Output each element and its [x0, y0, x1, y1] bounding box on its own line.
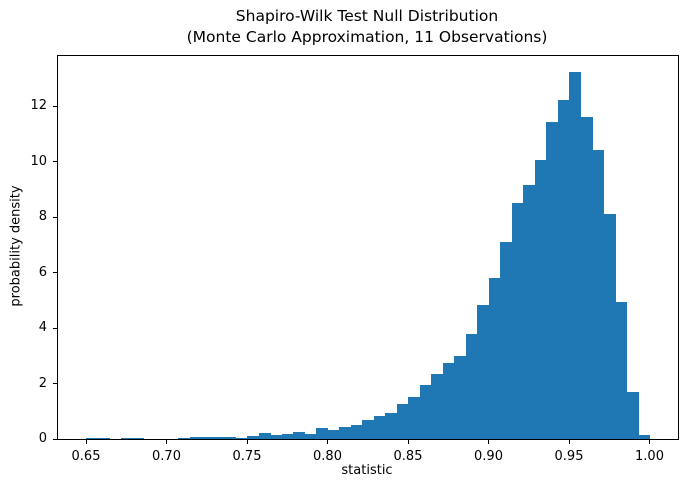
y-axis-label: probability density	[8, 185, 24, 307]
plot-area: 0.65 0.70 0.75 0.80 0.85 0.90 0.95 1.00 0 2 4 6 8 10…	[30, 55, 679, 464]
histogram-bar	[132, 437, 144, 439]
histogram-bar	[97, 437, 110, 439]
y-tick-label: 4	[38, 320, 47, 336]
histogram-bar	[603, 214, 616, 439]
x-tick-mark	[649, 440, 650, 444]
histogram-bar	[442, 363, 455, 439]
histogram-bar	[408, 396, 420, 439]
x-tick-mark	[327, 440, 328, 444]
x-tick-label: 0.65	[71, 449, 101, 464]
histogram-bar	[270, 435, 282, 439]
histogram-bar	[419, 385, 432, 439]
histogram-bar	[224, 437, 236, 439]
y-tick-label: 12	[30, 98, 47, 114]
y-tick-mark	[53, 272, 57, 274]
histogram-bar	[385, 412, 397, 439]
histogram-bar	[293, 432, 305, 439]
histogram-bar	[431, 373, 443, 439]
y-tick-label: 2	[38, 375, 47, 391]
x-tick-mark	[488, 440, 489, 444]
chart-title: Shapiro-Wilk Test Null Distribution (Mon…	[186, 7, 548, 46]
y-tick-mark	[53, 438, 57, 440]
x-tick-mark	[246, 440, 248, 444]
y-tick-mark	[53, 216, 57, 218]
histogram-bar	[396, 404, 409, 439]
histogram-bar	[626, 391, 639, 439]
histogram-bar	[327, 429, 340, 439]
y-tick-label: 6	[38, 264, 47, 280]
histogram-bar	[511, 202, 524, 439]
histogram-bar	[189, 437, 202, 439]
histogram-bar	[247, 436, 259, 439]
histogram-bar	[488, 277, 501, 439]
histogram-bar	[235, 438, 248, 439]
histogram-bar	[500, 242, 512, 439]
histogram-bar	[212, 436, 225, 439]
histogram-bar	[281, 433, 294, 439]
histogram-bar	[580, 116, 593, 439]
histogram-bar	[569, 71, 581, 439]
x-tick-mark	[407, 440, 409, 444]
x-tick-label: 0.80	[313, 449, 342, 464]
histogram-bar	[316, 427, 328, 439]
histogram-bar	[638, 434, 650, 439]
x-tick-label: 1.00	[635, 449, 664, 464]
y-tick-mark	[53, 161, 57, 163]
histogram-bar	[592, 150, 604, 439]
x-tick-label: 0.75	[232, 449, 262, 464]
histogram-bar	[454, 356, 466, 439]
histogram-bar	[350, 425, 363, 439]
y-tick-label: 0	[38, 431, 47, 446]
histogram-bar	[178, 437, 190, 439]
histogram-bar	[86, 437, 98, 439]
x-tick-label: 0.90	[474, 449, 503, 464]
histogram-bar	[477, 304, 489, 439]
x-tick-mark	[166, 440, 167, 444]
histogram-bar	[339, 427, 351, 439]
y-tick-mark	[53, 105, 57, 107]
histogram-bar	[615, 301, 627, 439]
x-tick-label: 0.95	[554, 449, 584, 464]
x-tick-mark	[568, 440, 570, 444]
histogram-bars-layer	[58, 56, 678, 439]
histogram-bar	[546, 121, 558, 439]
y-tick-label: 8	[38, 209, 47, 225]
histogram-bar	[523, 185, 535, 439]
y-tick-mark	[53, 383, 57, 385]
histogram-bar	[465, 334, 478, 439]
histogram-bar	[362, 419, 374, 439]
histogram-bar	[373, 416, 386, 439]
histogram-bar	[534, 160, 547, 439]
y-tick-label: 10	[30, 153, 47, 169]
x-tick-mark	[85, 440, 87, 444]
histogram-bar	[120, 437, 133, 439]
x-tick-label: 0.70	[152, 449, 181, 464]
histogram-bar	[201, 437, 213, 439]
x-axis-label: statistic	[341, 463, 393, 478]
histogram-bar	[557, 100, 570, 439]
histogram-bar	[258, 433, 271, 439]
histogram-bar	[304, 433, 317, 439]
x-tick-label: 0.85	[393, 449, 423, 464]
y-tick-mark	[53, 327, 57, 329]
